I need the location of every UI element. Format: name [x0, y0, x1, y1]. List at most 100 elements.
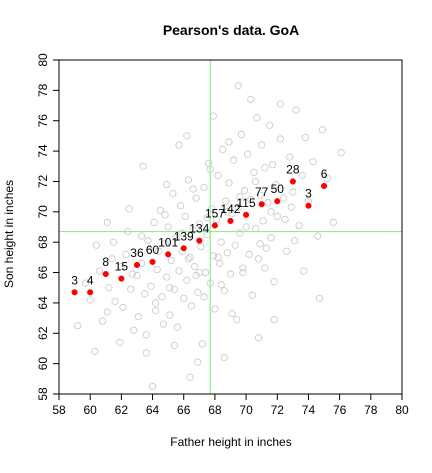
raw-point	[173, 323, 182, 331]
raw-point	[234, 203, 242, 211]
chart-title: Pearson's data. GoA	[163, 22, 299, 38]
raw-point	[262, 244, 271, 252]
group-count-label: 3	[305, 187, 312, 201]
raw-point	[148, 382, 157, 391]
group-mean-point	[305, 202, 312, 209]
raw-point	[176, 202, 185, 210]
raw-point	[142, 331, 150, 339]
raw-point	[158, 293, 166, 301]
raw-point	[197, 243, 205, 251]
raw-point	[164, 223, 172, 231]
raw-point	[247, 95, 255, 104]
raw-point	[117, 262, 126, 271]
group-mean-point	[165, 251, 172, 258]
group-count-label: 60	[146, 243, 160, 257]
y-tick-label: 80	[36, 53, 50, 67]
raw-point	[245, 250, 253, 258]
y-tick-label: 58	[36, 387, 50, 401]
x-tick-label: 68	[208, 403, 222, 417]
raw-point	[300, 267, 308, 275]
raw-point	[220, 287, 228, 295]
raw-point	[301, 133, 309, 142]
raw-point	[189, 226, 197, 234]
group-mean-point	[243, 211, 250, 218]
raw-point	[337, 148, 345, 157]
raw-point	[139, 162, 147, 170]
raw-point	[109, 238, 118, 246]
group-mean-point	[180, 245, 187, 252]
reference-lines	[59, 60, 402, 394]
raw-point	[314, 232, 322, 240]
raw-point	[195, 220, 203, 228]
raw-point	[222, 197, 230, 205]
raw-point	[105, 284, 113, 292]
group-count-label: 4	[87, 273, 94, 287]
raw-points-layer	[74, 82, 345, 391]
raw-point	[281, 215, 289, 224]
raw-point	[184, 255, 193, 263]
group-count-label: 50	[271, 182, 285, 196]
raw-point	[156, 206, 164, 214]
raw-point	[159, 320, 168, 328]
raw-point	[251, 177, 260, 186]
raw-point	[223, 208, 232, 216]
plot-frame	[58, 59, 403, 395]
raw-point	[200, 183, 208, 192]
group-mean-point	[87, 289, 94, 296]
raw-point	[134, 312, 143, 321]
raw-point	[309, 158, 317, 166]
group-count-label: 139	[174, 229, 194, 243]
group-count-label: 15	[115, 260, 129, 274]
group-mean-point	[133, 261, 141, 269]
raw-point	[175, 267, 183, 275]
raw-point	[161, 211, 169, 219]
raw-point	[205, 159, 213, 167]
raw-point	[187, 302, 196, 310]
raw-point	[170, 285, 179, 293]
raw-point	[162, 273, 171, 281]
raw-point	[236, 192, 244, 201]
raw-point	[228, 209, 236, 217]
raw-point	[178, 229, 186, 237]
raw-point	[223, 249, 232, 257]
group-count-label: 77	[255, 185, 269, 199]
y-tick-label: 64	[36, 296, 50, 310]
group-mean-point	[196, 237, 203, 244]
raw-point	[201, 268, 210, 277]
y-tick-label: 70	[36, 205, 50, 219]
y-tick-label: 62	[36, 326, 50, 340]
x-tick-label: 80	[395, 403, 409, 417]
raw-point	[141, 290, 149, 298]
raw-point	[183, 276, 191, 284]
group-count-label: 142	[220, 202, 240, 216]
group-count-label: 115	[237, 196, 256, 210]
raw-point	[194, 288, 202, 296]
raw-point	[133, 271, 141, 280]
x-tick-label: 70	[239, 403, 253, 417]
raw-point	[226, 270, 235, 278]
y-tick-label: 72	[36, 174, 50, 188]
raw-point	[228, 309, 236, 318]
raw-point	[108, 255, 116, 263]
raw-point	[240, 186, 249, 195]
x-tick-label: 78	[364, 403, 378, 417]
raw-point	[152, 299, 160, 307]
y-axis-label: Son height in inches	[2, 180, 16, 288]
raw-point	[229, 156, 238, 164]
raw-point	[261, 264, 269, 272]
raw-point	[147, 282, 155, 290]
raw-point	[233, 315, 241, 324]
raw-point	[172, 233, 180, 242]
x-tick-label: 72	[271, 403, 285, 417]
raw-point	[237, 130, 246, 139]
raw-point	[209, 112, 218, 120]
raw-point	[254, 334, 263, 342]
raw-point	[180, 294, 188, 303]
x-axis-label: Father height in inches	[170, 435, 291, 449]
raw-point	[236, 229, 244, 237]
raw-point	[181, 212, 189, 221]
raw-point	[253, 114, 261, 122]
group-count-label: 134	[189, 222, 209, 236]
raw-point	[259, 217, 267, 225]
